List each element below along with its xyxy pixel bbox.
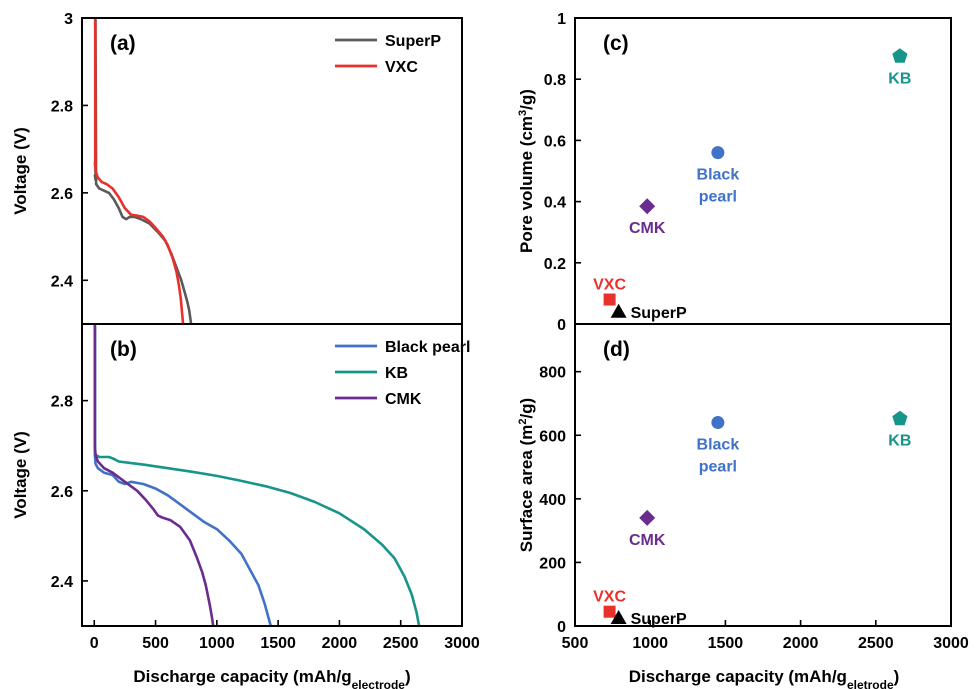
x-axis-title-left-main: Discharge capacity (mAh/g xyxy=(133,667,351,686)
y-tick-label: 0 xyxy=(557,317,566,334)
y-axis-title: Pore volume (cm3/g) xyxy=(517,89,536,253)
circle-marker xyxy=(711,416,725,430)
point-label-kb: KB xyxy=(888,70,911,87)
square-marker xyxy=(603,293,616,306)
point-label-superp: SuperP xyxy=(631,611,687,628)
x-tick-label: 1500 xyxy=(260,635,296,652)
x-tick-label: 1000 xyxy=(199,635,235,652)
y-tick-label: 3 xyxy=(64,11,73,28)
x-tick-label: 3000 xyxy=(933,635,969,652)
y-tick-label: 0 xyxy=(557,619,566,636)
circle-marker xyxy=(711,146,725,160)
y-axis-title: Voltage (V) xyxy=(11,431,30,519)
legend-label: CMK xyxy=(385,391,422,408)
x-axis-title-left-sub: electrode xyxy=(352,678,406,689)
y-tick-label: 2.8 xyxy=(51,394,73,411)
panel-label: (a) xyxy=(110,32,136,55)
triangle-marker xyxy=(610,610,627,625)
y-axis-title-main: Surface area (m xyxy=(517,425,536,553)
pentagon-marker xyxy=(892,48,908,63)
x-tick-label: 500 xyxy=(562,635,589,652)
x-tick-label: 2000 xyxy=(783,635,819,652)
point-label-black-pearl: pearl xyxy=(699,189,737,206)
triangle-marker xyxy=(610,303,627,318)
pentagon-marker xyxy=(892,410,908,426)
legend-label: Black pearl xyxy=(385,339,470,356)
panel-d: 0 200 400 600 800 500 1000 1500 2000 2500 3000 (d) V… xyxy=(517,323,969,652)
series-line-kb xyxy=(93,327,421,626)
point-label-cmk: CMK xyxy=(629,220,666,237)
x-axis-title-left-close: ) xyxy=(405,667,411,686)
point-label-vxc: VXC xyxy=(593,277,626,294)
y-tick-label: 2.8 xyxy=(51,98,73,115)
point-label-black-pearl: Black xyxy=(697,437,740,454)
point-label-kb: KB xyxy=(888,433,911,450)
plot-frame-3 xyxy=(574,323,952,627)
y-tick-label: 2.6 xyxy=(51,186,73,203)
x-tick-label: 2500 xyxy=(858,635,894,652)
x-tick-label: 2500 xyxy=(383,635,419,652)
series-line-superp xyxy=(93,18,193,324)
y-axis-title-end: /g) xyxy=(517,89,536,110)
point-label-cmk: CMK xyxy=(629,532,666,549)
legend-label: VXC xyxy=(385,59,418,76)
y-tick-label: 0.2 xyxy=(544,256,566,273)
x-tick-label: 500 xyxy=(142,635,169,652)
y-tick-label: 1 xyxy=(557,11,566,28)
x-tick-label: 3000 xyxy=(444,635,480,652)
y-axis-title: Voltage (V) xyxy=(11,127,30,215)
panel-label: (c) xyxy=(603,32,629,55)
plot-frame-1 xyxy=(81,323,463,627)
y-tick-label: 800 xyxy=(539,365,566,382)
x-axis-title-right-close: ) xyxy=(894,667,900,686)
diamond-marker xyxy=(639,198,656,215)
y-axis-title: Surface area (m2/g) xyxy=(517,398,536,552)
panel-b: 2.4 2.6 2.8 0 500 1000 1500 2000 2500 3000 (b) Blac… xyxy=(11,323,480,652)
x-axis-title-right-main: Discharge capacity (mAh/g xyxy=(629,667,847,686)
x-tick-label: 1000 xyxy=(632,635,668,652)
point-label-vxc: VXC xyxy=(593,589,626,606)
x-tick-label: 1500 xyxy=(708,635,744,652)
x-axis-title-left: Discharge capacity (mAh/gelectrode) xyxy=(133,667,410,689)
panel-label: (b) xyxy=(110,338,137,361)
series-line-vxc xyxy=(93,18,185,324)
y-tick-label: 2.4 xyxy=(51,273,73,290)
panel-label: (d) xyxy=(603,338,630,361)
x-tick-label: 0 xyxy=(90,635,99,652)
y-tick-label: 600 xyxy=(539,428,566,445)
y-tick-label: 200 xyxy=(539,555,566,572)
y-tick-label: 0.8 xyxy=(544,72,566,89)
x-axis-title-right: Discharge capacity (mAh/geletrode) xyxy=(629,667,900,689)
square-marker xyxy=(603,605,616,618)
panel-a: 2.4 2.6 2.8 3 (a) SuperP VXC Voltage (V) xyxy=(11,11,463,325)
series-line-black-pearl xyxy=(93,324,273,626)
series-line-cmk xyxy=(93,324,215,626)
x-axis-title-right-sub: eletrode xyxy=(847,678,894,689)
y-axis-title-sup: 3 xyxy=(517,110,529,116)
panel-c: 0 0.2 0.4 0.6 0.8 1 (c) VXC SuperP CMK Black pearl K… xyxy=(517,11,952,334)
y-tick-label: 400 xyxy=(539,492,566,509)
y-tick-label: 0.4 xyxy=(544,195,566,212)
diamond-marker xyxy=(639,509,656,526)
point-label-black-pearl: pearl xyxy=(699,459,737,476)
y-tick-label: 2.6 xyxy=(51,484,73,501)
legend-label: KB xyxy=(385,365,408,382)
point-label-black-pearl: Black xyxy=(697,167,740,184)
y-axis-title-sup: 2 xyxy=(517,419,529,425)
y-axis-title-main: Pore volume (cm xyxy=(517,116,536,253)
legend-label: SuperP xyxy=(385,33,441,50)
y-axis-title-end: /g) xyxy=(517,398,536,419)
point-label-superp: SuperP xyxy=(631,305,687,322)
y-tick-label: 0.6 xyxy=(544,133,566,150)
plot-frame-2 xyxy=(574,17,952,325)
y-tick-label: 2.4 xyxy=(51,574,73,591)
x-tick-label: 2000 xyxy=(322,635,358,652)
